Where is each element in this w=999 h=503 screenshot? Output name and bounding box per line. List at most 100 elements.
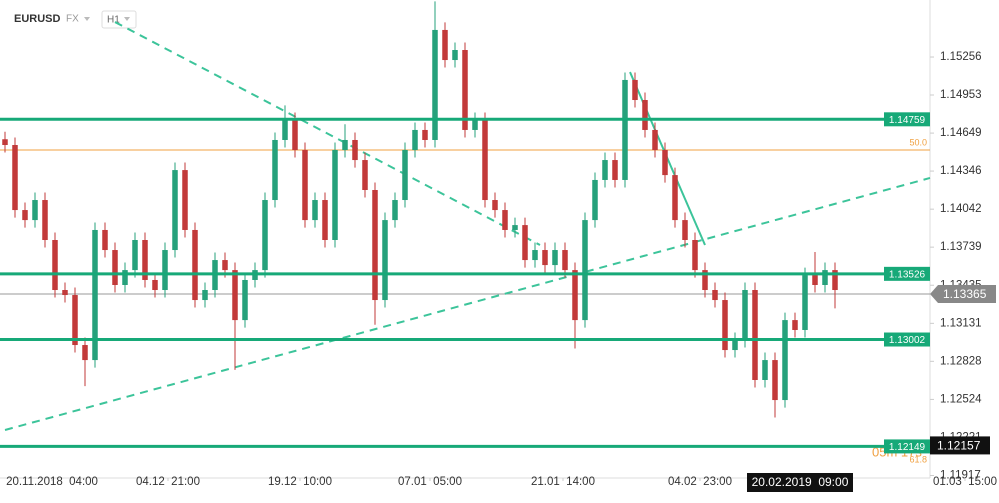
last-price-box <box>930 285 996 304</box>
candle-body <box>492 200 498 211</box>
candle-body <box>712 290 718 301</box>
candle-body <box>2 139 8 146</box>
candle-body <box>762 360 768 380</box>
candle-body <box>322 200 328 241</box>
x-tick-label: 21.01 14:00 <box>531 476 595 488</box>
candle-body <box>592 179 598 221</box>
candle-body <box>782 320 788 401</box>
trendline <box>4 177 931 431</box>
candle-body <box>742 290 748 341</box>
candle-body <box>402 150 408 201</box>
y-tick-label: 1.14953 <box>940 89 982 101</box>
candle-body <box>142 240 148 280</box>
x-tick-label: 04.12 21:00 <box>136 476 200 488</box>
candle-body <box>522 225 528 261</box>
dropdown-arrow <box>124 17 130 21</box>
candle-body <box>182 170 188 230</box>
trendline <box>114 21 541 246</box>
candle-body <box>102 229 108 251</box>
candle-body <box>92 229 98 361</box>
level-label: 1.14759 <box>889 115 926 126</box>
cursor-time-box <box>747 473 853 492</box>
fib-label: 50.0 <box>909 137 927 147</box>
candle-body <box>302 150 308 221</box>
candle-body <box>792 320 798 330</box>
candle-body <box>722 300 728 351</box>
x-tick-label: 01.03 15:00 <box>933 476 997 488</box>
candle-body <box>242 279 248 321</box>
cursor-price-box <box>930 436 990 455</box>
x-tick-label: 19.12 10:00 <box>268 476 332 488</box>
candle-body <box>292 120 298 151</box>
candle-body <box>582 220 588 321</box>
candle-body <box>162 250 168 291</box>
x-tick-label: 20.11.2018 04:00 <box>6 476 98 488</box>
last-price-label: 1.13365 <box>943 287 987 301</box>
candle-body <box>562 250 568 271</box>
candle-body <box>432 29 438 140</box>
candle-body <box>152 279 158 291</box>
level-label: 1.13002 <box>889 335 926 346</box>
candle-body <box>442 29 448 61</box>
level-label-box <box>884 332 930 347</box>
candle-body <box>172 170 178 251</box>
fib-label: 61.8 <box>909 454 927 464</box>
candle-body <box>832 270 838 291</box>
candle-body <box>772 360 778 401</box>
y-tick-label: 1.15256 <box>940 51 982 63</box>
y-tick-label: 1.14346 <box>940 165 982 177</box>
candle-body <box>12 145 18 211</box>
candle-body <box>192 229 198 301</box>
level-label-box <box>884 266 930 281</box>
symbol[interactable]: EURUSD <box>14 13 61 25</box>
level-label-box <box>884 439 930 454</box>
candle-body <box>62 290 68 296</box>
interval[interactable]: H1 <box>107 15 120 26</box>
candle-body <box>82 345 88 361</box>
candle-body <box>342 139 348 151</box>
candle-body <box>732 340 738 351</box>
candle-body <box>382 220 388 301</box>
candle-body <box>532 250 538 261</box>
candle-body <box>822 270 828 285</box>
candle-body <box>312 200 318 221</box>
candle-body <box>472 120 478 130</box>
candle-body <box>692 240 698 271</box>
candle-body <box>652 129 658 151</box>
candle-body <box>42 200 48 241</box>
candle-body <box>662 150 668 176</box>
y-tick-label: 1.12524 <box>940 393 982 405</box>
candle-body <box>602 160 608 180</box>
market: FX <box>66 14 79 25</box>
candle-body <box>32 200 38 221</box>
candle-body <box>802 275 808 330</box>
level-label-box <box>884 112 930 127</box>
candle-body <box>752 290 758 380</box>
y-tick-label: 1.14042 <box>940 203 982 215</box>
x-tick-label: 07.01 05:00 <box>398 476 462 488</box>
candle-body <box>812 275 818 285</box>
y-tick-label: 1.13131 <box>940 317 982 329</box>
x-tick-label: 04.02 23:00 <box>668 476 732 488</box>
candle-body <box>202 290 208 301</box>
candle-body <box>502 210 508 230</box>
candle-body <box>222 260 228 271</box>
y-tick-label: 1.14649 <box>940 127 982 139</box>
candle-body <box>232 270 238 321</box>
candle-body <box>372 189 378 301</box>
candle-body <box>282 120 288 140</box>
candle-body <box>332 150 338 241</box>
candle-body <box>132 240 138 271</box>
candle-body <box>392 200 398 221</box>
candle-body <box>632 79 638 101</box>
interval-button[interactable] <box>101 10 137 29</box>
candle-body <box>362 160 368 190</box>
level-label: 1.12149 <box>889 442 926 453</box>
level-label: 1.13526 <box>889 269 926 280</box>
candle-body <box>262 200 268 271</box>
candle-body <box>482 120 488 201</box>
cursor-time-label: 20.02.2019 09:00 <box>752 475 849 489</box>
candle-body <box>702 270 708 291</box>
